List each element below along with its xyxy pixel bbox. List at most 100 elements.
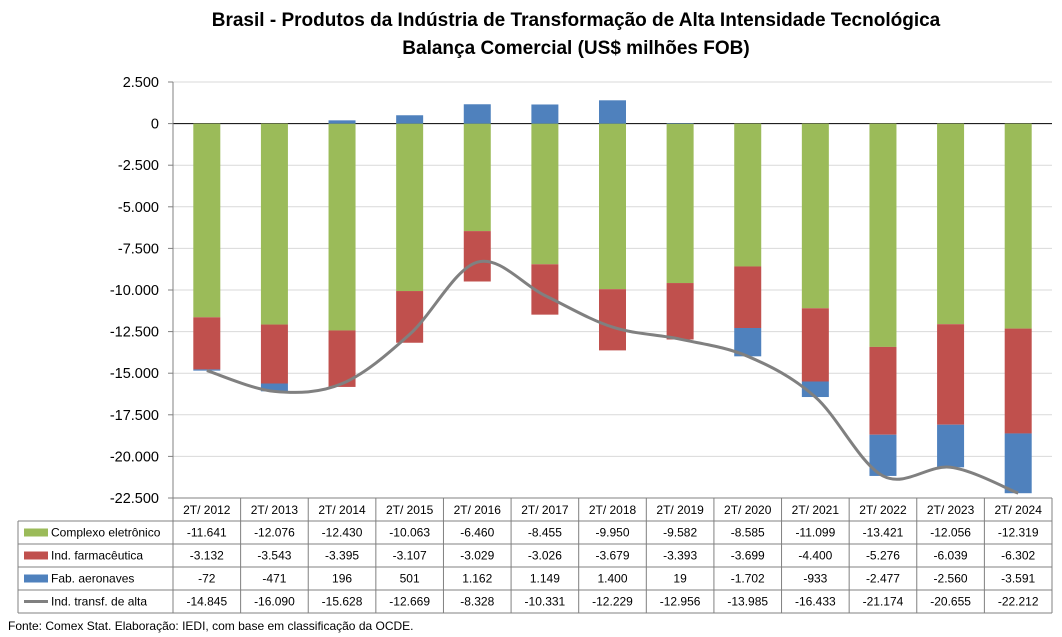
- data-label: -13.985: [727, 595, 768, 609]
- data-label: -16.090: [254, 595, 295, 609]
- data-label: -12.430: [322, 526, 363, 540]
- data-label: 19: [673, 572, 687, 586]
- data-label: -3.107: [393, 549, 427, 563]
- x-tick-label: 2T/ 2021: [792, 503, 840, 517]
- bar-segment: [937, 424, 965, 468]
- data-label: -12.229: [592, 595, 633, 609]
- bar-segment: [666, 123, 694, 124]
- total-line: [206, 259, 1019, 495]
- y-tick-label: -5.000: [118, 200, 159, 216]
- data-label: -3.543: [257, 549, 291, 563]
- bar-segment: [734, 266, 762, 329]
- y-tick-label: 2.500: [123, 75, 159, 91]
- bar-segment: [937, 123, 965, 325]
- source-note: Fonte: Comex Stat. Elaboração: IEDI, com…: [8, 619, 414, 633]
- bar-segment: [869, 346, 897, 435]
- bar-segment: [193, 123, 221, 318]
- y-tick-label: -10.000: [110, 283, 159, 299]
- data-label: 1.400: [597, 572, 627, 586]
- chart-subtitle: Balança Comercial (US$ milhões FOB): [402, 38, 749, 59]
- x-tick-label: 2T/ 2024: [995, 503, 1043, 517]
- data-label: -14.845: [186, 595, 227, 609]
- data-label: -9.950: [595, 526, 629, 540]
- bar-segment: [463, 123, 491, 232]
- data-label: -8.328: [460, 595, 494, 609]
- data-label: -11.099: [795, 526, 835, 540]
- x-tick-label: 2T/ 2016: [454, 503, 502, 517]
- data-label: -6.460: [460, 526, 494, 540]
- bar-segment: [666, 283, 694, 340]
- data-label: -8.585: [731, 526, 765, 540]
- x-tick-label: 2T/ 2018: [589, 503, 637, 517]
- bar-segment: [801, 308, 829, 382]
- legend-swatch: [24, 528, 48, 537]
- data-label: -6.302: [1001, 549, 1035, 563]
- data-label: -13.421: [863, 526, 904, 540]
- x-tick-label: 2T/ 2015: [386, 503, 434, 517]
- data-label: -5.276: [866, 549, 900, 563]
- bar-segment: [1004, 123, 1032, 329]
- data-label: -1.702: [731, 572, 765, 586]
- chart-title: Brasil - Produtos da Indústria de Transf…: [212, 10, 941, 31]
- data-label: -4.400: [798, 549, 832, 563]
- data-label: -8.455: [528, 526, 562, 540]
- y-tick-label: -17.500: [110, 408, 159, 424]
- data-label: -12.669: [389, 595, 430, 609]
- bar-segment: [396, 115, 424, 124]
- bar-segment: [396, 123, 424, 292]
- data-label: -3.395: [325, 549, 359, 563]
- data-label: -10.331: [525, 595, 566, 609]
- y-tick-label: -7.500: [118, 241, 159, 257]
- legend-label: Fab. aeronaves: [51, 572, 134, 586]
- bar-segment: [531, 123, 559, 265]
- data-label: -471: [262, 572, 286, 586]
- data-label: -3.029: [460, 549, 494, 563]
- bar-segment: [666, 123, 694, 284]
- legend-label: Complexo eletrônico: [51, 526, 161, 540]
- y-tick-label: -20.000: [110, 449, 159, 465]
- bar-segment: [599, 289, 626, 351]
- bar-segment: [328, 123, 356, 331]
- bar-segment: [260, 123, 288, 325]
- bar-segment: [599, 100, 626, 124]
- data-label: -2.560: [934, 572, 968, 586]
- bar-segment: [937, 324, 965, 425]
- bar-segment: [260, 383, 288, 392]
- y-tick-label: -2.500: [118, 158, 159, 174]
- data-label: -3.591: [1001, 572, 1035, 586]
- data-label: 1.149: [530, 572, 560, 586]
- data-label: -72: [198, 572, 216, 586]
- bar-segment: [801, 123, 829, 309]
- x-tick-label: 2T/ 2023: [927, 503, 975, 517]
- data-label: 501: [400, 572, 420, 586]
- data-label: 1.162: [462, 572, 492, 586]
- bar-segment: [463, 231, 491, 282]
- bar-segment: [599, 123, 626, 290]
- y-tick-label: -12.500: [110, 325, 159, 341]
- data-label: -6.039: [934, 549, 968, 563]
- data-label: -3.393: [663, 549, 697, 563]
- y-tick-label: 0: [151, 117, 159, 133]
- data-label: -12.056: [930, 526, 971, 540]
- data-label: -12.319: [998, 526, 1039, 540]
- bar-segment: [869, 123, 897, 347]
- x-tick-label: 2T/ 2020: [724, 503, 772, 517]
- data-label: 196: [332, 572, 352, 586]
- legend-swatch: [24, 551, 48, 560]
- bar-segment: [260, 324, 288, 384]
- total-series-line: [206, 259, 1019, 495]
- x-tick-label: 2T/ 2014: [318, 503, 366, 517]
- bar-segment: [328, 120, 356, 124]
- bar-segment: [734, 123, 762, 267]
- x-tick-label: 2T/ 2012: [183, 503, 231, 517]
- data-label: -3.026: [528, 549, 562, 563]
- y-tick-label: -15.000: [110, 366, 159, 382]
- data-label: -21.174: [863, 595, 904, 609]
- data-label: -9.582: [663, 526, 697, 540]
- data-label: -20.655: [930, 595, 971, 609]
- bar-segment: [1004, 328, 1032, 434]
- data-label: -15.628: [322, 595, 363, 609]
- bar-segment: [531, 104, 559, 124]
- bar-segment: [463, 104, 491, 124]
